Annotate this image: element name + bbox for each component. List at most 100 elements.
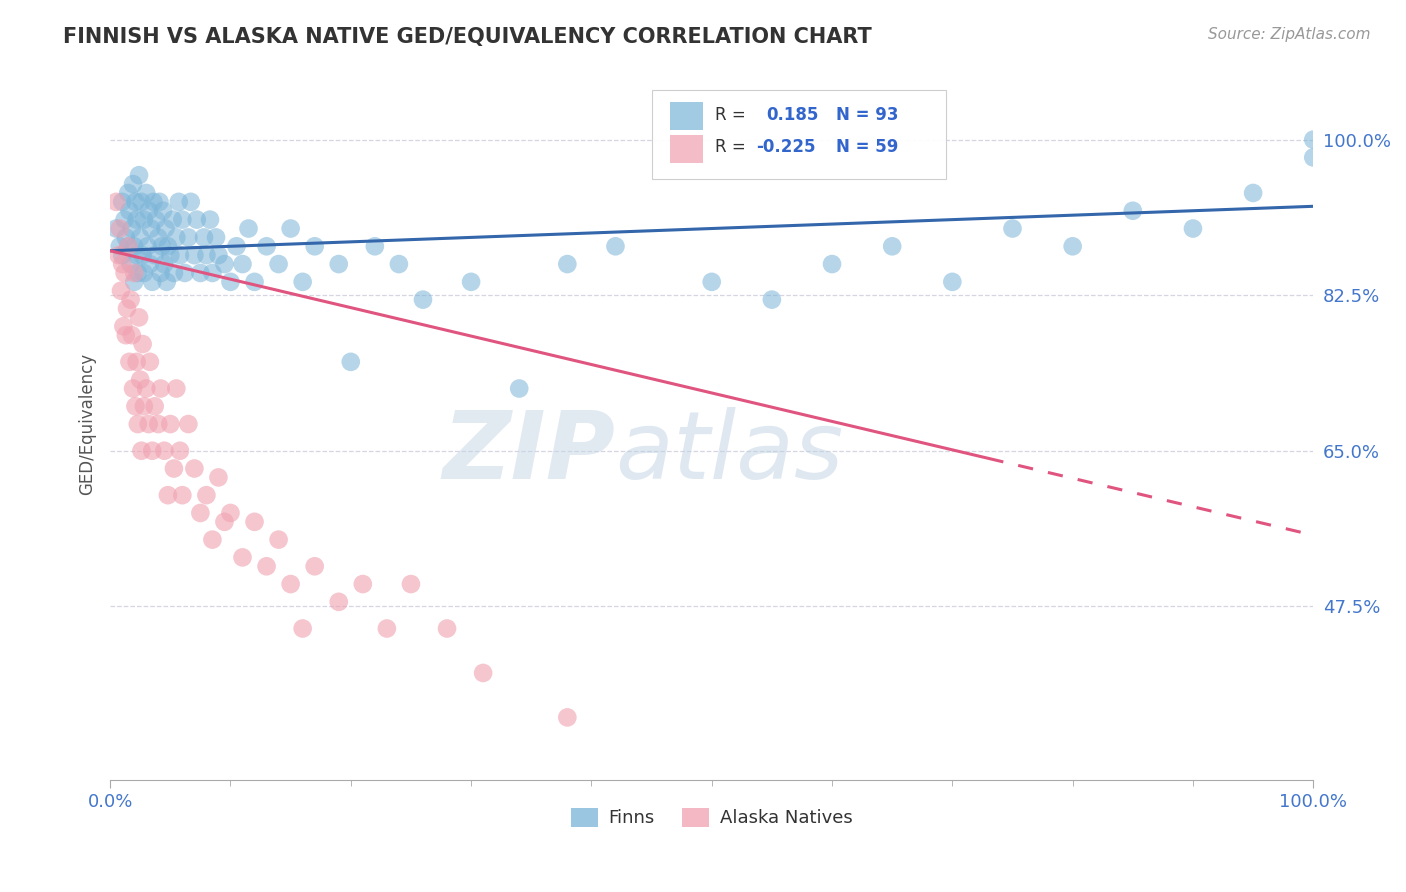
FancyBboxPatch shape bbox=[651, 90, 946, 178]
Point bbox=[364, 239, 387, 253]
Point bbox=[291, 275, 314, 289]
Point bbox=[141, 275, 163, 289]
Point bbox=[219, 506, 242, 520]
Point bbox=[132, 266, 155, 280]
Point bbox=[111, 194, 134, 209]
Point bbox=[177, 417, 200, 431]
Point bbox=[114, 212, 136, 227]
Point bbox=[183, 461, 205, 475]
Point bbox=[122, 177, 145, 191]
Text: Source: ZipAtlas.com: Source: ZipAtlas.com bbox=[1208, 27, 1371, 42]
Point bbox=[117, 239, 139, 253]
Point bbox=[605, 239, 627, 253]
Point bbox=[557, 710, 579, 724]
Point bbox=[180, 194, 202, 209]
Point bbox=[214, 257, 236, 271]
Point bbox=[149, 266, 172, 280]
Point bbox=[139, 257, 162, 271]
FancyBboxPatch shape bbox=[669, 102, 703, 130]
Point bbox=[169, 248, 191, 262]
Point bbox=[280, 221, 302, 235]
Point bbox=[821, 257, 844, 271]
Point bbox=[195, 488, 218, 502]
Point bbox=[183, 248, 205, 262]
Point bbox=[124, 194, 146, 209]
Point bbox=[231, 550, 253, 565]
Point bbox=[125, 248, 148, 262]
Point bbox=[243, 275, 266, 289]
Point bbox=[122, 239, 145, 253]
Point bbox=[352, 577, 374, 591]
Point bbox=[125, 355, 148, 369]
Point bbox=[125, 212, 148, 227]
Point bbox=[508, 382, 530, 396]
Point bbox=[882, 239, 904, 253]
Point bbox=[114, 230, 136, 244]
Point bbox=[156, 488, 179, 502]
Point bbox=[153, 257, 176, 271]
Point bbox=[115, 301, 138, 316]
Point bbox=[256, 239, 278, 253]
Point bbox=[225, 239, 247, 253]
Point bbox=[120, 257, 142, 271]
Point bbox=[243, 515, 266, 529]
Point bbox=[145, 212, 167, 227]
Point bbox=[127, 266, 149, 280]
Point bbox=[280, 577, 302, 591]
Point bbox=[118, 203, 141, 218]
Point bbox=[412, 293, 434, 307]
Point bbox=[118, 355, 141, 369]
Point bbox=[105, 194, 128, 209]
Point bbox=[399, 577, 422, 591]
Point bbox=[193, 230, 215, 244]
FancyBboxPatch shape bbox=[669, 135, 703, 163]
Legend: Finns, Alaska Natives: Finns, Alaska Natives bbox=[564, 801, 860, 835]
Point bbox=[117, 239, 139, 253]
Point bbox=[267, 533, 290, 547]
Point bbox=[375, 622, 398, 636]
Point bbox=[941, 275, 963, 289]
Point bbox=[150, 239, 173, 253]
Point bbox=[328, 595, 350, 609]
Point bbox=[214, 515, 236, 529]
Point bbox=[132, 399, 155, 413]
Text: R =: R = bbox=[716, 106, 747, 124]
Point bbox=[198, 212, 221, 227]
Point bbox=[131, 337, 153, 351]
Point bbox=[114, 328, 136, 343]
Point bbox=[139, 355, 162, 369]
Point bbox=[152, 203, 174, 218]
Point bbox=[291, 622, 314, 636]
Point bbox=[328, 257, 350, 271]
Point bbox=[148, 417, 170, 431]
Point bbox=[112, 319, 135, 334]
Point bbox=[159, 417, 181, 431]
Point bbox=[110, 284, 132, 298]
Point bbox=[163, 266, 186, 280]
Point bbox=[436, 622, 458, 636]
Point bbox=[1181, 221, 1204, 235]
Point bbox=[165, 230, 187, 244]
Point bbox=[138, 417, 160, 431]
Point bbox=[167, 194, 190, 209]
Text: FINNISH VS ALASKA NATIVE GED/EQUIVALENCY CORRELATION CHART: FINNISH VS ALASKA NATIVE GED/EQUIVALENCY… bbox=[63, 27, 872, 46]
Point bbox=[135, 382, 157, 396]
Point bbox=[1302, 150, 1324, 164]
Point bbox=[129, 230, 152, 244]
Point bbox=[143, 248, 166, 262]
Point bbox=[131, 443, 153, 458]
Point bbox=[136, 239, 159, 253]
Point bbox=[472, 665, 495, 680]
Point bbox=[108, 239, 131, 253]
Text: R =: R = bbox=[716, 138, 747, 156]
Point bbox=[143, 399, 166, 413]
Point bbox=[148, 194, 170, 209]
Point bbox=[139, 221, 162, 235]
Point bbox=[169, 443, 191, 458]
Point bbox=[108, 221, 131, 235]
Point bbox=[107, 248, 129, 262]
Point bbox=[238, 221, 260, 235]
Text: atlas: atlas bbox=[616, 407, 844, 498]
Point bbox=[460, 275, 482, 289]
Text: N = 59: N = 59 bbox=[835, 138, 898, 156]
